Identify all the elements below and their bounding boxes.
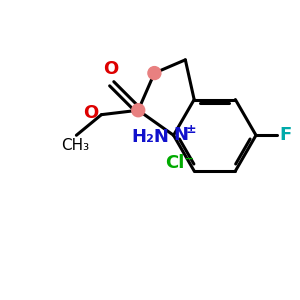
Text: Cl⁻: Cl⁻: [165, 154, 194, 172]
Text: O: O: [82, 104, 98, 122]
Text: H₂N: H₂N: [131, 128, 169, 146]
Text: ±: ±: [186, 124, 196, 136]
Circle shape: [132, 104, 145, 117]
Text: N: N: [174, 126, 189, 144]
Text: O: O: [103, 60, 118, 78]
Text: F: F: [279, 126, 291, 144]
Circle shape: [148, 67, 161, 80]
Text: CH₃: CH₃: [61, 138, 89, 153]
